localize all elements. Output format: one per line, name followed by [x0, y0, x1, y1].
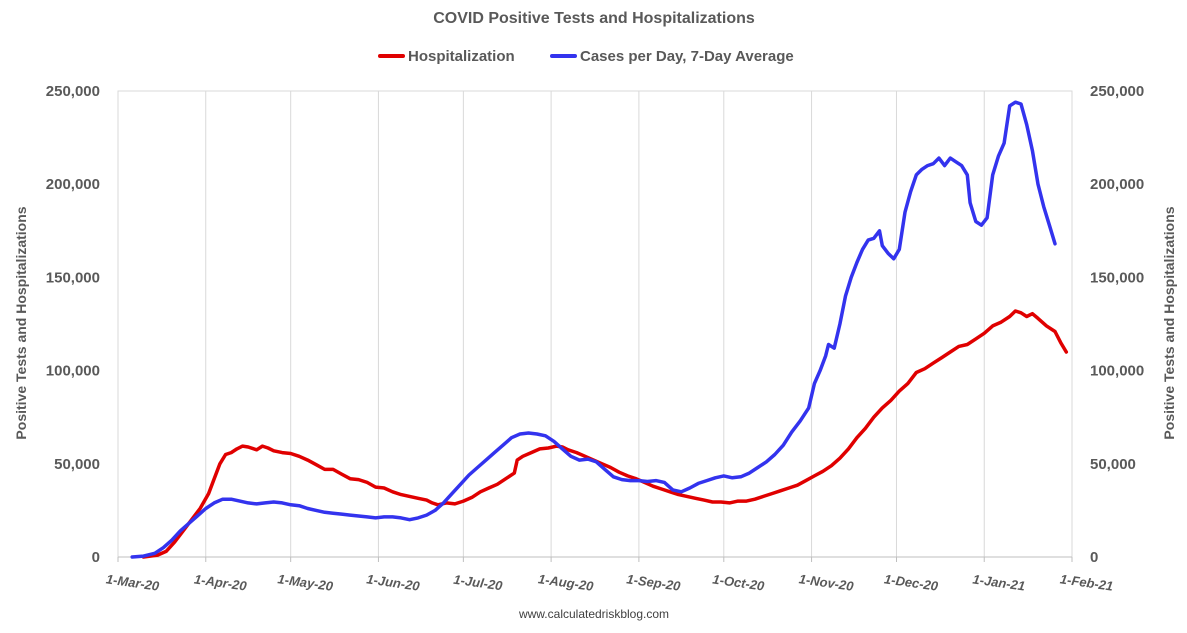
y-axis-title-right: Positive Tests and Hospitalizations	[1161, 206, 1177, 439]
x-tick-label: 1-May-20	[277, 571, 335, 594]
x-tick-label: 1-Jan-21	[972, 571, 1026, 593]
y-tick-label-left: 0	[92, 549, 100, 566]
gridlines	[117, 91, 1073, 557]
source-label: www.calculatedriskblog.com	[518, 607, 669, 621]
hospitalization-line	[141, 309, 1069, 559]
y-tick-label-left: 150,000	[46, 269, 100, 286]
x-tick-label: 1-Jul-20	[453, 572, 505, 594]
y-tick-label-right: 150,000	[1090, 269, 1144, 286]
x-tick-label: 1-Feb-21	[1059, 571, 1114, 593]
x-tick-label: 1-Aug-20	[537, 571, 595, 594]
y-tick-label-right: 0	[1090, 549, 1098, 566]
y-tick-label-right: 100,000	[1090, 363, 1144, 380]
x-tick-label: 1-Apr-20	[193, 571, 248, 593]
x-tick-label: 1-Oct-20	[712, 571, 766, 593]
x-tick-label: 1-Jun-20	[366, 571, 422, 593]
y-tick-label-right: 250,000	[1090, 83, 1144, 100]
y-tick-label-right: 50,000	[1090, 456, 1136, 473]
chart-title: COVID Positive Tests and Hospitalization…	[433, 10, 755, 27]
x-tick-label: 1-Dec-20	[883, 571, 940, 594]
y-axis-left: 0 50,000 100,000 150,000 200,000 250,000	[46, 83, 100, 566]
legend-label-hospitalization: Hospitalization	[408, 48, 515, 65]
legend-label-cases: Cases per Day, 7-Day Average	[580, 48, 794, 65]
y-tick-label-left: 200,000	[46, 176, 100, 193]
y-tick-label-left: 250,000	[46, 83, 100, 100]
y-tick-label-left: 50,000	[54, 456, 100, 473]
series-lines	[130, 100, 1069, 559]
y-tick-label-left: 100,000	[46, 363, 100, 380]
y-tick-label-right: 200,000	[1090, 176, 1144, 193]
y-axis-title-left: Positive Tests and Hospitalizations	[13, 206, 29, 439]
y-axis-right: 0 50,000 100,000 150,000 200,000 250,000	[1090, 83, 1144, 566]
plot-border	[117, 90, 1073, 558]
x-tick-label: 1-Mar-20	[105, 571, 161, 593]
x-tick-label: 1-Sep-20	[626, 571, 683, 594]
cases-line	[130, 100, 1057, 559]
plot-area	[117, 90, 1073, 558]
legend: Hospitalization Cases per Day, 7-Day Ave…	[378, 48, 794, 65]
x-axis: 1-Mar-20 1-Apr-20 1-May-20 1-Jun-20 1-Jul-20…	[105, 557, 1114, 594]
x-tick-label: 1-Nov-20	[798, 571, 855, 594]
